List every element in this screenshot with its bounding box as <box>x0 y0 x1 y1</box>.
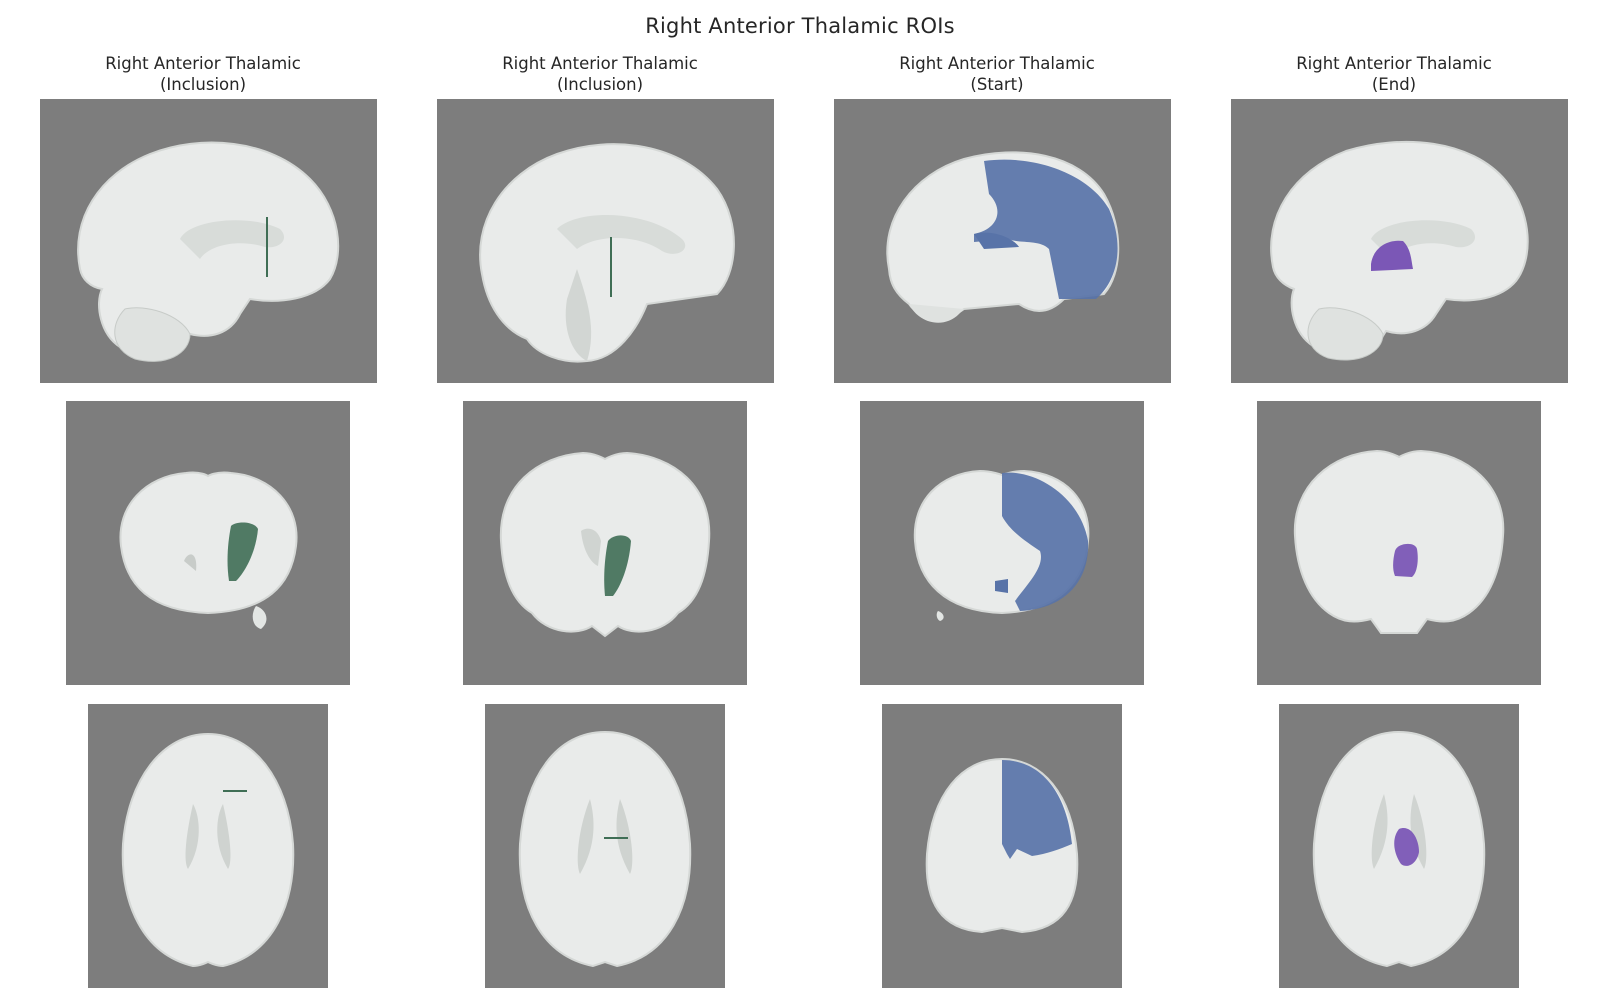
panel-sagittal-start <box>834 99 1171 383</box>
axial-brain-image <box>1312 730 1486 968</box>
panel-coronal-start <box>860 401 1144 685</box>
column-title-4-line2: (End) <box>1371 75 1417 94</box>
column-title-2-line1: Right Anterior Thalamic <box>502 54 698 73</box>
column-title-3: Right Anterior Thalamic (Start) <box>817 53 1177 95</box>
sagittal-brain-image <box>1270 140 1529 361</box>
column-title-1: Right Anterior Thalamic (Inclusion) <box>23 53 383 95</box>
column-title-4-line1: Right Anterior Thalamic <box>1296 54 1492 73</box>
column-title-1-line1: Right Anterior Thalamic <box>105 54 301 73</box>
sagittal-brain-image <box>77 141 340 362</box>
sagittal-brain-image <box>886 151 1120 323</box>
panel-axial-inclusion-1 <box>88 704 328 988</box>
column-title-2-line2: (Inclusion) <box>556 75 644 94</box>
panel-coronal-inclusion-2 <box>463 401 747 685</box>
panel-sagittal-end <box>1231 99 1568 383</box>
axial-brain-image <box>518 730 692 968</box>
panel-coronal-inclusion-1 <box>66 401 350 685</box>
coronal-brain-image <box>499 451 711 638</box>
panel-axial-end <box>1279 704 1519 988</box>
coronal-brain-image <box>913 469 1090 621</box>
panel-coronal-end <box>1257 401 1541 685</box>
panel-sagittal-inclusion-1 <box>40 99 377 383</box>
coronal-brain-image <box>119 471 298 629</box>
column-title-3-line1: Right Anterior Thalamic <box>899 54 1095 73</box>
column-title-3-line2: (Start) <box>970 75 1024 94</box>
axial-brain-image <box>121 732 295 968</box>
axial-brain-image <box>925 757 1079 934</box>
panel-axial-inclusion-2 <box>485 704 725 988</box>
column-title-1-line2: (Inclusion) <box>159 75 247 94</box>
figure-title: Right Anterior Thalamic ROIs <box>645 14 955 38</box>
sagittal-brain-image <box>479 143 735 363</box>
panel-axial-start <box>882 704 1122 988</box>
panel-sagittal-inclusion-2 <box>437 99 774 383</box>
column-title-4: Right Anterior Thalamic (End) <box>1214 53 1574 95</box>
column-title-2: Right Anterior Thalamic (Inclusion) <box>420 53 780 95</box>
coronal-brain-image <box>1293 449 1505 634</box>
